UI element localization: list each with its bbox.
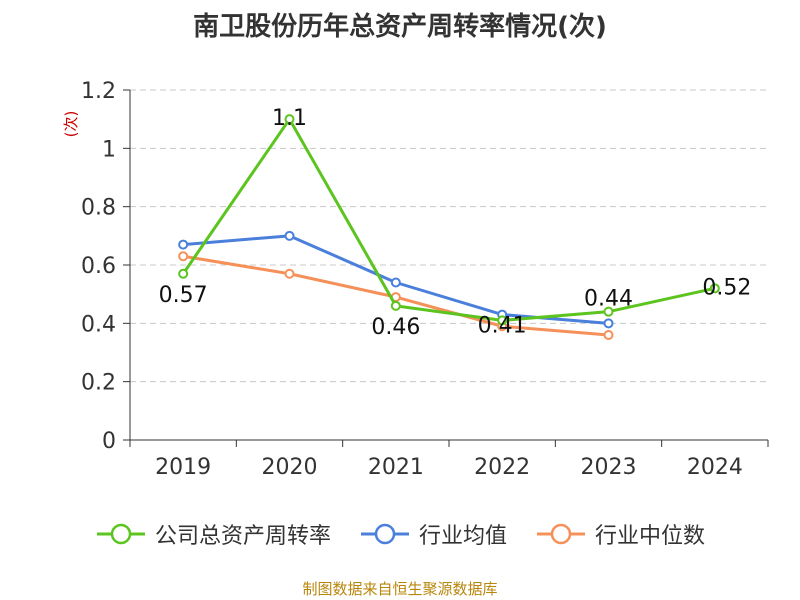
- legend-label: 公司总资产周转率: [154, 524, 331, 549]
- x-tick-label: 2023: [581, 455, 637, 480]
- data-label: 0.44: [584, 287, 633, 312]
- axes: 0 0.2 0.4 0.6 0.8 1 1.2 2019 2020 2021 2022 2023 202…: [62, 79, 769, 480]
- data-label: 0.46: [371, 315, 420, 340]
- data-point: [178, 268, 189, 279]
- y-tick-label: 0.4: [81, 312, 116, 337]
- y-tick-label: 0: [102, 429, 116, 454]
- series-line: [181, 117, 716, 322]
- legend-swatch: [360, 523, 409, 545]
- y-tick-label: 1: [102, 137, 116, 162]
- data-point: [284, 230, 295, 241]
- data-point: [284, 268, 295, 279]
- data-point: [497, 315, 508, 326]
- legend-item: 行业均值: [359, 518, 507, 550]
- x-tick-label: 2022: [474, 455, 530, 480]
- chart-title: 南卫股份历年总资产周转率情况(次): [193, 12, 607, 42]
- data-point: [178, 251, 189, 262]
- legend: 公司总资产周转率 行业均值 行业中位数: [0, 518, 800, 550]
- y-axis-title: (次): [62, 111, 80, 138]
- data-point: [390, 300, 401, 311]
- legend-label: 行业均值: [418, 524, 507, 549]
- data-label: 0.57: [159, 283, 208, 308]
- x-tick-label: 2024: [687, 455, 743, 480]
- x-tick-label: 2021: [368, 455, 424, 480]
- data-label: 0.52: [702, 275, 751, 300]
- data-point: [709, 283, 720, 294]
- y-tick-label: 1.2: [81, 79, 116, 104]
- y-tick-label: 0.8: [81, 196, 116, 221]
- grid-lines: [130, 89, 768, 383]
- data-point: [178, 239, 189, 250]
- legend-swatch: [537, 523, 585, 545]
- x-tick-label: 2020: [262, 455, 318, 480]
- y-tick-label: 0.6: [81, 254, 116, 279]
- legend-label: 行业中位数: [595, 524, 706, 549]
- data-labels: 0.57 1.1 0.46 0.41 0.44 0.52: [159, 106, 752, 340]
- x-tick-label: 2019: [155, 455, 211, 480]
- y-tick-label: 0.2: [81, 371, 116, 396]
- data-label: 1.1: [272, 106, 307, 131]
- series-lines: [178, 114, 720, 340]
- data-point: [603, 330, 614, 340]
- data-point: [284, 114, 295, 125]
- legend-item: 行业中位数: [535, 518, 705, 550]
- data-point: [603, 306, 614, 317]
- data-label: 0.41: [478, 313, 527, 338]
- legend-swatch: [96, 523, 145, 545]
- source-note: 制图数据来自恒生聚源数据库: [302, 580, 498, 598]
- legend-item: 公司总资产周转率: [95, 518, 331, 550]
- data-point: [390, 277, 401, 288]
- data-point: [603, 318, 614, 329]
